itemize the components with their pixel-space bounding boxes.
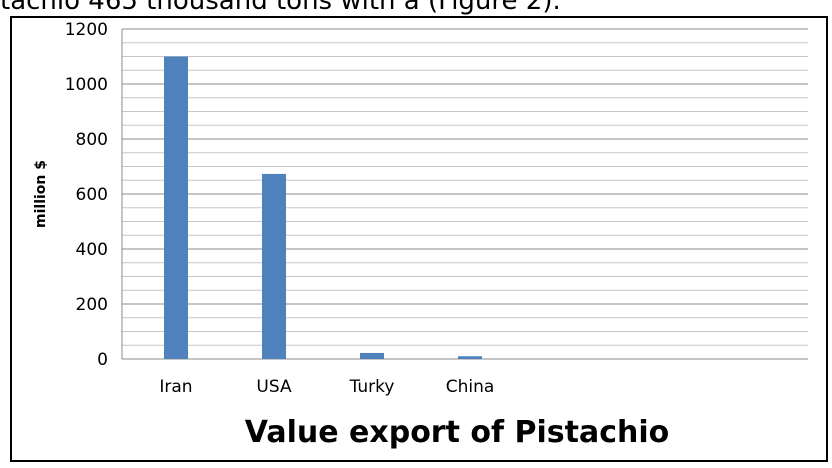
y-tick-label: 800 (76, 130, 108, 150)
y-tick-label: 600 (76, 185, 108, 205)
chart-title: Value export of Pistachio (245, 415, 669, 450)
y-tick-label: 200 (76, 295, 108, 315)
bar-turky (360, 352, 384, 359)
x-tick-label: China (446, 377, 495, 397)
x-tick-label: Turky (349, 377, 395, 397)
x-axis-ticks: Iran USA Turky China (159, 377, 494, 397)
y-tick-label: 1000 (65, 75, 108, 95)
gridlines (121, 28, 808, 360)
y-axis-ticks: 0 200 400 600 800 1000 1200 (65, 20, 108, 370)
x-tick-label: Iran (159, 377, 192, 397)
x-tick-label: USA (256, 377, 292, 397)
y-tick-label: 0 (97, 350, 108, 370)
caption-text-fragment: tachio 465 thousand tons with a (Figure … (0, 0, 561, 16)
y-axis-label: million $ (33, 160, 49, 228)
bars (164, 56, 482, 359)
bar-iran (164, 56, 188, 359)
chart-frame: 0 200 400 600 800 1000 1200 Iran USA Turky China … (10, 16, 828, 462)
y-tick-label: 1200 (65, 20, 108, 40)
bar-usa (262, 173, 286, 359)
bar-china (458, 356, 482, 359)
y-tick-label: 400 (76, 240, 108, 260)
